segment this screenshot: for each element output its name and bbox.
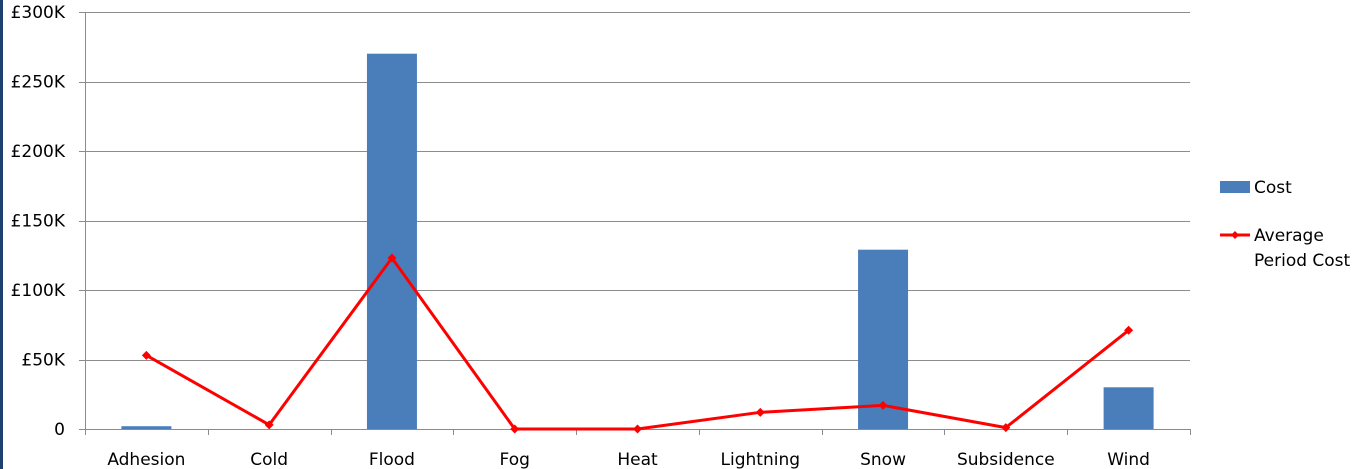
x-tick-label-subsidence: Subsidence (957, 450, 1055, 469)
line-marker-wind (1124, 325, 1134, 335)
y-tick-label-5: £250K (11, 73, 66, 93)
line-marker-flood (387, 253, 397, 263)
y-tick-label-1: £50K (21, 351, 65, 371)
bar-snow (858, 249, 909, 429)
x-tick-label-fog: Fog (500, 450, 530, 469)
line-marker-heat (633, 424, 642, 434)
line-marker-adhesion (141, 350, 151, 360)
x-tick-label-heat: Heat (617, 450, 658, 469)
y-tick-label-4: £200K (11, 142, 66, 162)
y-axis-tick-labels: 0 £50K £100K £150K £200K £250K £300K (11, 3, 66, 440)
legend: Cost Average Period Cost (1220, 178, 1351, 271)
legend-label-average-period-cost-line1: Average (1254, 226, 1324, 246)
y-tick-label-3: £150K (11, 212, 66, 232)
line-marker-subsidence (1001, 423, 1011, 433)
bar-adhesion (121, 426, 172, 429)
bar-wind (1103, 387, 1154, 429)
x-tick-label-flood: Flood (369, 450, 415, 469)
line-path (145, 256, 1130, 431)
y-tick-label-2: £100K (11, 281, 66, 301)
x-tick-label-lightning: Lightning (721, 450, 801, 469)
y-tick-label-6: £300K (11, 3, 66, 23)
line-marker-lightning (755, 407, 765, 417)
legend-swatch-cost (1220, 181, 1250, 193)
y-tick-label-0: 0 (54, 420, 65, 440)
bar-series-cost (121, 53, 1154, 429)
x-axis-tick-labels: Adhesion Cold Flood Fog Heat Lightning Snow Sub… (107, 450, 1150, 469)
line-marker-snow (878, 400, 888, 410)
line-marker-cold (264, 420, 274, 430)
bar-flood (366, 53, 417, 429)
line-series-average-period-cost (141, 253, 1134, 434)
legend-label-average-period-cost-line2: Period Cost (1254, 251, 1351, 271)
line-marker-fog (510, 424, 520, 434)
legend-label-cost: Cost (1254, 178, 1292, 198)
x-tick-label-adhesion: Adhesion (107, 450, 185, 469)
x-tick-label-wind: Wind (1107, 450, 1150, 469)
x-tick-label-cold: Cold (250, 450, 288, 469)
gridlines (85, 12, 1190, 361)
axes (79, 12, 1191, 435)
x-tick-label-snow: Snow (860, 450, 906, 469)
legend-swatch-marker-average-period-cost (1231, 231, 1239, 239)
left-frame-border (0, 0, 3, 469)
